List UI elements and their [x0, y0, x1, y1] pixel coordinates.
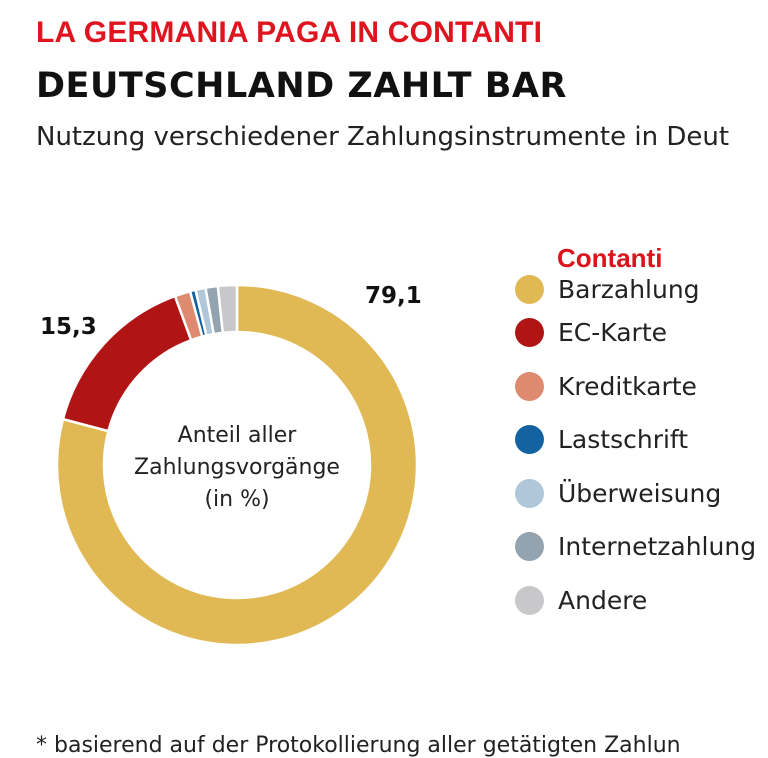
- legend-item-berweisung: Überweisung: [515, 467, 756, 521]
- legend-label: Kreditkarte: [558, 371, 697, 401]
- data-label-barzahlung: 79,1: [365, 283, 422, 309]
- legend-title: Contanti: [557, 243, 663, 273]
- legend-swatch-icon: [515, 318, 544, 348]
- legend-item-barzahlung: Barzahlung: [515, 272, 756, 306]
- footnote: * basierend auf der Protokollierung alle…: [36, 733, 681, 758]
- legend-swatch-icon: [515, 478, 544, 508]
- legend-label: Andere: [558, 585, 648, 615]
- legend-label: Überweisung: [558, 478, 722, 508]
- center-label-line-1: Anteil aller: [177, 423, 297, 448]
- legend-label: Lastschrift: [558, 425, 689, 455]
- legend-swatch-icon: [515, 532, 544, 562]
- legend-label: Barzahlung: [558, 274, 700, 304]
- legend-swatch-icon: [515, 585, 544, 615]
- legend-label: Internetzahlung: [558, 532, 757, 562]
- legend-label: EC-Karte: [558, 318, 668, 348]
- legend-item-internetzahlung: Internetzahlung: [515, 520, 756, 574]
- legend: Contanti Barzahlung EC-Karte Kreditkarte La…: [515, 244, 756, 627]
- chart-subtitle: Nutzung verschiedener Zahlungsinstrument…: [36, 122, 730, 152]
- legend-item-kreditkarte: Kreditkarte: [515, 360, 756, 414]
- center-label-line-2: Zahlungsvorgänge: [134, 455, 340, 480]
- center-label-line-3: (in %): [204, 487, 270, 512]
- legend-swatch-icon: [515, 425, 544, 455]
- overlay-title: LA GERMANIA PAGA IN CONTANTI: [36, 16, 543, 49]
- donut-center-label: Anteil aller Zahlungsvorgänge (in %): [117, 420, 357, 516]
- legend-item-andere: Andere: [515, 574, 756, 628]
- data-label-ec-karte: 15,3: [40, 314, 97, 340]
- slice-andere: [216, 283, 239, 335]
- legend-item-ec-karte: EC-Karte: [515, 306, 756, 360]
- chart-title: DEUTSCHLAND ZAHLT BAR: [36, 66, 567, 106]
- legend-swatch-icon: [515, 371, 544, 401]
- slice-barzahlung: [55, 283, 419, 647]
- legend-swatch-icon: [515, 274, 544, 304]
- legend-item-lastschrift: Lastschrift: [515, 413, 756, 467]
